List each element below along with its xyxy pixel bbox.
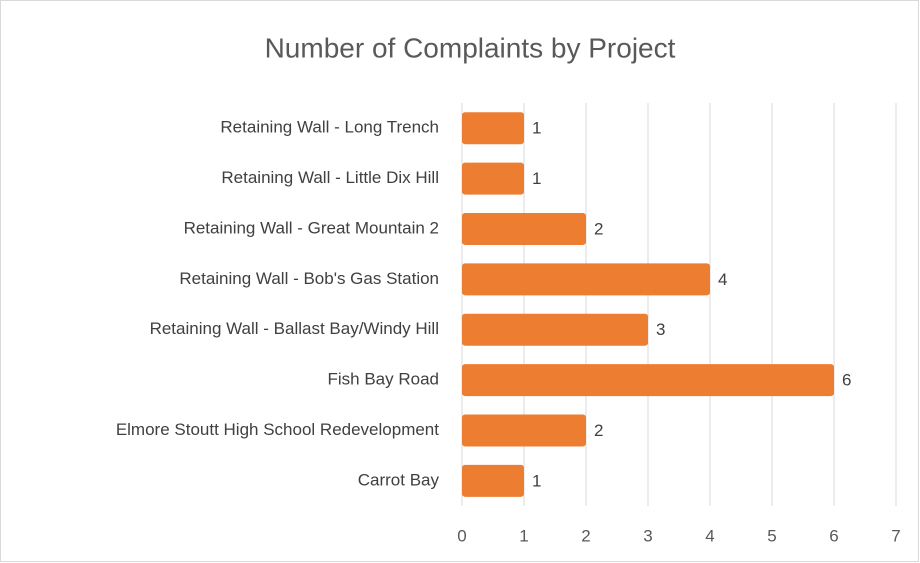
x-tick-label: 4 (705, 526, 714, 545)
bar (462, 263, 710, 296)
y-tick-label: Fish Bay Road (328, 370, 440, 389)
data-label: 3 (656, 320, 665, 339)
data-label: 4 (718, 270, 727, 289)
data-label: 2 (594, 219, 603, 238)
y-tick-label: Retaining Wall - Great Mountain 2 (184, 218, 439, 237)
data-label: 1 (532, 471, 541, 490)
x-tick-label: 5 (767, 526, 776, 545)
y-tick-label: Elmore Stoutt High School Redevelopment (116, 420, 439, 439)
y-tick-label: Retaining Wall - Long Trench (220, 118, 439, 137)
data-label: 6 (842, 371, 851, 390)
x-tick-label: 0 (457, 526, 466, 545)
x-tick-label: 3 (643, 526, 652, 545)
x-tick-label: 6 (829, 526, 838, 545)
y-tick-label: Carrot Bay (358, 470, 440, 489)
y-tick-label: Retaining Wall - Ballast Bay/Windy Hill (150, 319, 439, 338)
bar (462, 313, 648, 346)
chart-title: Number of Complaints by Project (265, 32, 676, 63)
bar (462, 364, 834, 397)
bar (462, 212, 586, 245)
x-tick-label: 1 (519, 526, 528, 545)
data-label: 1 (532, 119, 541, 138)
y-tick-label: Retaining Wall - Little Dix Hill (221, 168, 439, 187)
y-tick-label: Retaining Wall - Bob's Gas Station (179, 269, 439, 288)
bar (462, 112, 524, 145)
data-label: 1 (532, 169, 541, 188)
x-tick-label: 2 (581, 526, 590, 545)
bar (462, 464, 524, 497)
bar (462, 414, 586, 447)
bar (462, 162, 524, 195)
x-tick-label: 7 (891, 526, 900, 545)
data-label: 2 (594, 421, 603, 440)
